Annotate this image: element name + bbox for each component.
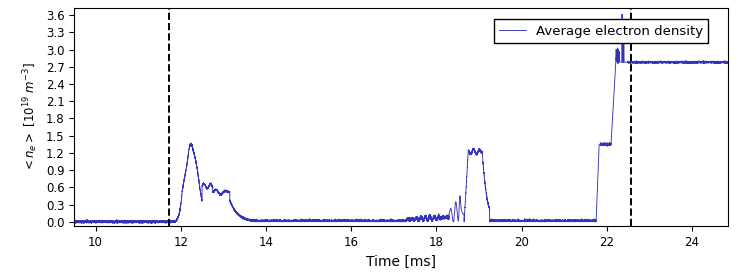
Average electron density xyxy=(70,220,79,224)
Average electron density xyxy=(490,220,499,223)
Average electron density xyxy=(617,12,626,16)
Average electron density xyxy=(379,220,388,223)
Average electron density xyxy=(465,151,474,155)
X-axis label: Time [ms]: Time [ms] xyxy=(366,254,436,269)
Line: Average electron density: Average electron density xyxy=(74,14,728,224)
Average electron density xyxy=(538,220,547,223)
Average electron density xyxy=(724,61,733,65)
Y-axis label: $< n_e >\ \left[10^{19}\ m^{-3}\right]$: $< n_e >\ \left[10^{19}\ m^{-3}\right]$ xyxy=(22,62,40,172)
Average electron density xyxy=(123,222,132,225)
Average electron density xyxy=(233,211,241,215)
Average electron density xyxy=(681,60,690,63)
Legend: Average electron density: Average electron density xyxy=(494,19,709,43)
